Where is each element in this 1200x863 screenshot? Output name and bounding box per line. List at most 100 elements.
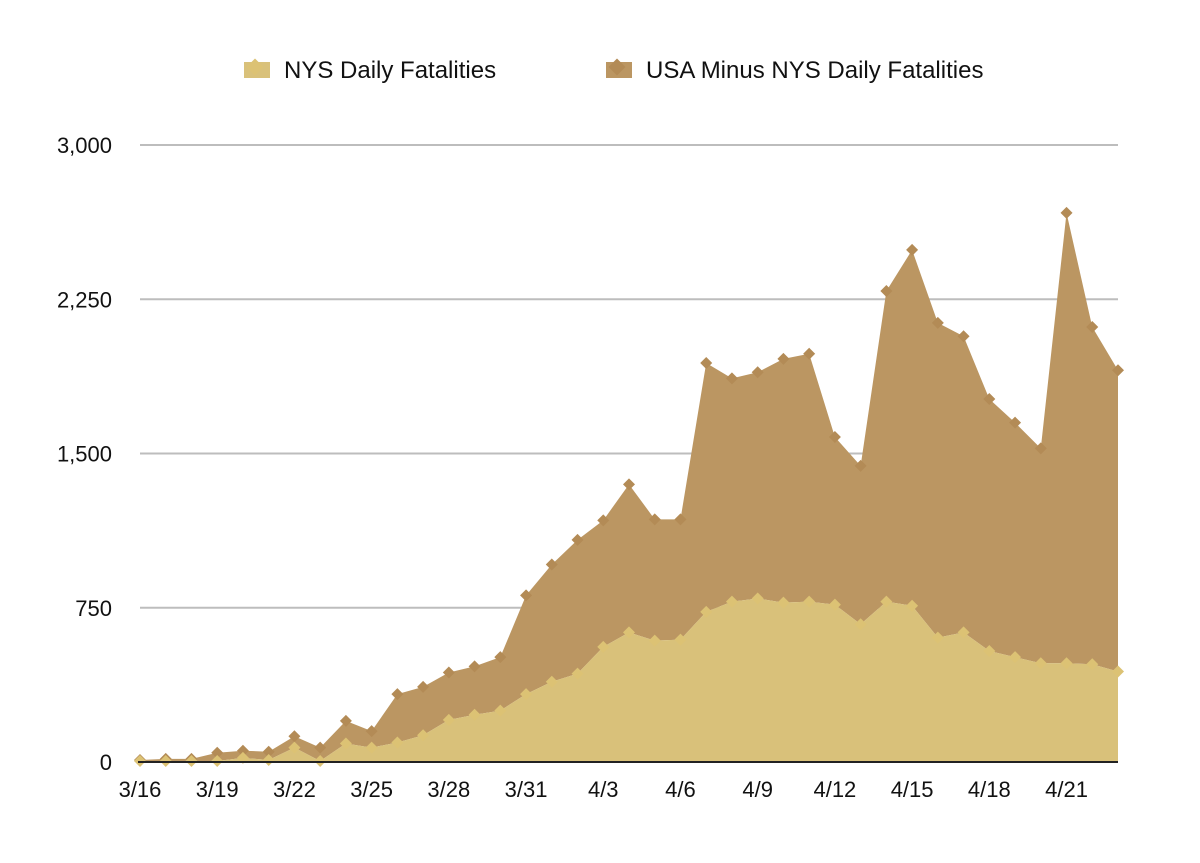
marker-nys bbox=[674, 633, 687, 646]
marker-usa-minus-nys bbox=[725, 372, 738, 385]
marker-usa-minus-nys bbox=[803, 347, 816, 360]
marker-usa-minus-nys bbox=[751, 366, 764, 379]
marker-usa-minus-nys bbox=[597, 514, 610, 527]
marker-nys bbox=[983, 644, 996, 657]
marker-usa-minus-nys bbox=[236, 744, 249, 757]
marker-nys bbox=[880, 595, 893, 608]
marker-nys bbox=[648, 634, 661, 647]
marker-usa-minus-nys bbox=[288, 730, 301, 743]
marker-usa-minus-nys bbox=[623, 478, 635, 491]
marker-usa-minus-nys bbox=[1112, 364, 1124, 377]
x-tick-label: 4/9 bbox=[742, 777, 773, 802]
area-nys bbox=[140, 598, 1118, 762]
marker-usa-minus-nys bbox=[674, 513, 687, 526]
marker-usa-minus-nys bbox=[828, 431, 841, 444]
x-tick-label: 3/25 bbox=[350, 777, 393, 802]
marker-usa-minus-nys bbox=[1086, 321, 1099, 334]
marker-usa-minus-nys bbox=[339, 714, 352, 727]
y-tick-label: 2,250 bbox=[57, 287, 112, 312]
data-markers bbox=[134, 206, 1124, 767]
marker-nys bbox=[906, 599, 919, 612]
x-tick-label: 4/15 bbox=[891, 777, 934, 802]
x-tick-label: 3/28 bbox=[427, 777, 470, 802]
x-tick-label: 3/22 bbox=[273, 777, 316, 802]
marker-nys bbox=[854, 618, 867, 631]
marker-usa-minus-nys bbox=[1009, 416, 1022, 429]
marker-usa-minus-nys bbox=[468, 660, 481, 673]
marker-usa-minus-nys bbox=[931, 316, 944, 329]
marker-nys bbox=[1112, 665, 1124, 678]
marker-nys bbox=[700, 605, 713, 618]
marker-nys bbox=[134, 754, 146, 767]
marker-nys bbox=[365, 741, 378, 754]
marker-nys bbox=[442, 713, 455, 726]
y-tick-label: 750 bbox=[75, 596, 112, 621]
marker-nys bbox=[339, 737, 352, 750]
legend-item-usa-minus-nys[interactable]: USA Minus NYS Daily Fatalities bbox=[606, 57, 983, 84]
marker-usa-minus-nys bbox=[648, 513, 661, 526]
y-tick-label: 0 bbox=[100, 750, 112, 775]
marker-nys bbox=[1060, 657, 1073, 670]
marker-usa-minus-nys bbox=[777, 352, 790, 365]
marker-usa-minus-nys bbox=[700, 357, 713, 370]
marker-nys bbox=[185, 754, 198, 767]
marker-usa-minus-nys bbox=[262, 745, 275, 758]
marker-nys bbox=[777, 596, 790, 609]
marker-nys bbox=[597, 640, 610, 653]
y-tick-label: 3,000 bbox=[57, 133, 112, 158]
x-tick-label: 4/18 bbox=[968, 777, 1011, 802]
marker-usa-minus-nys bbox=[957, 330, 970, 343]
marker-nys bbox=[314, 754, 327, 767]
legend-label-usa-minus-nys: USA Minus NYS Daily Fatalities bbox=[646, 57, 983, 84]
marker-nys bbox=[545, 675, 558, 688]
marker-nys bbox=[468, 708, 481, 721]
marker-usa-minus-nys bbox=[211, 746, 224, 759]
marker-usa-minus-nys bbox=[314, 741, 327, 754]
legend-label-nys: NYS Daily Fatalities bbox=[284, 57, 496, 84]
marker-nys bbox=[957, 626, 970, 639]
marker-nys bbox=[1034, 657, 1047, 670]
marker-nys bbox=[931, 631, 944, 644]
marker-nys bbox=[288, 741, 301, 754]
legend: NYS Daily Fatalities USA Minus NYS Daily… bbox=[244, 57, 983, 84]
marker-nys bbox=[1009, 651, 1022, 664]
marker-usa-minus-nys bbox=[906, 243, 919, 256]
x-tick-label: 4/12 bbox=[813, 777, 856, 802]
marker-usa-minus-nys bbox=[880, 285, 893, 298]
marker-nys bbox=[828, 598, 841, 611]
x-tick-label: 3/19 bbox=[196, 777, 239, 802]
marker-nys bbox=[159, 754, 172, 767]
marker-usa-minus-nys bbox=[854, 459, 867, 472]
marker-nys bbox=[1086, 658, 1099, 671]
x-axis-ticks: 3/16 3/19 3/22 3/25 3/28 3/31 4/3 4/6 4/9 4/12 4/1… bbox=[119, 777, 1088, 802]
marker-usa-minus-nys bbox=[520, 589, 533, 602]
marker-nys bbox=[417, 729, 430, 742]
marker-nys bbox=[751, 592, 764, 605]
marker-usa-minus-nys bbox=[1060, 206, 1073, 219]
marker-nys bbox=[725, 595, 738, 608]
marker-usa-minus-nys bbox=[1034, 442, 1047, 455]
marker-usa-minus-nys bbox=[571, 533, 584, 546]
x-tick-label: 3/16 bbox=[119, 777, 162, 802]
marker-nys bbox=[623, 626, 635, 639]
marker-usa-minus-nys bbox=[417, 680, 430, 693]
marker-usa-minus-nys bbox=[365, 725, 378, 738]
y-axis-ticks: 0 750 1,500 2,250 3,000 bbox=[57, 133, 112, 775]
x-tick-label: 4/6 bbox=[665, 777, 696, 802]
legend-item-nys[interactable]: NYS Daily Fatalities bbox=[244, 57, 496, 84]
marker-nys bbox=[520, 688, 533, 701]
marker-nys bbox=[236, 751, 249, 764]
legend-marker-usa-minus-nys bbox=[608, 58, 626, 76]
x-tick-label: 4/21 bbox=[1045, 777, 1088, 802]
marker-usa-minus-nys bbox=[494, 651, 507, 664]
y-tick-label: 1,500 bbox=[57, 442, 112, 467]
marker-usa-minus-nys bbox=[442, 666, 455, 679]
marker-usa-minus-nys bbox=[983, 392, 996, 405]
x-tick-label: 3/31 bbox=[505, 777, 548, 802]
marker-nys bbox=[571, 667, 584, 680]
marker-nys bbox=[391, 736, 404, 749]
marker-nys bbox=[494, 704, 507, 717]
marker-usa-minus-nys bbox=[545, 558, 558, 571]
marker-nys bbox=[803, 595, 816, 608]
